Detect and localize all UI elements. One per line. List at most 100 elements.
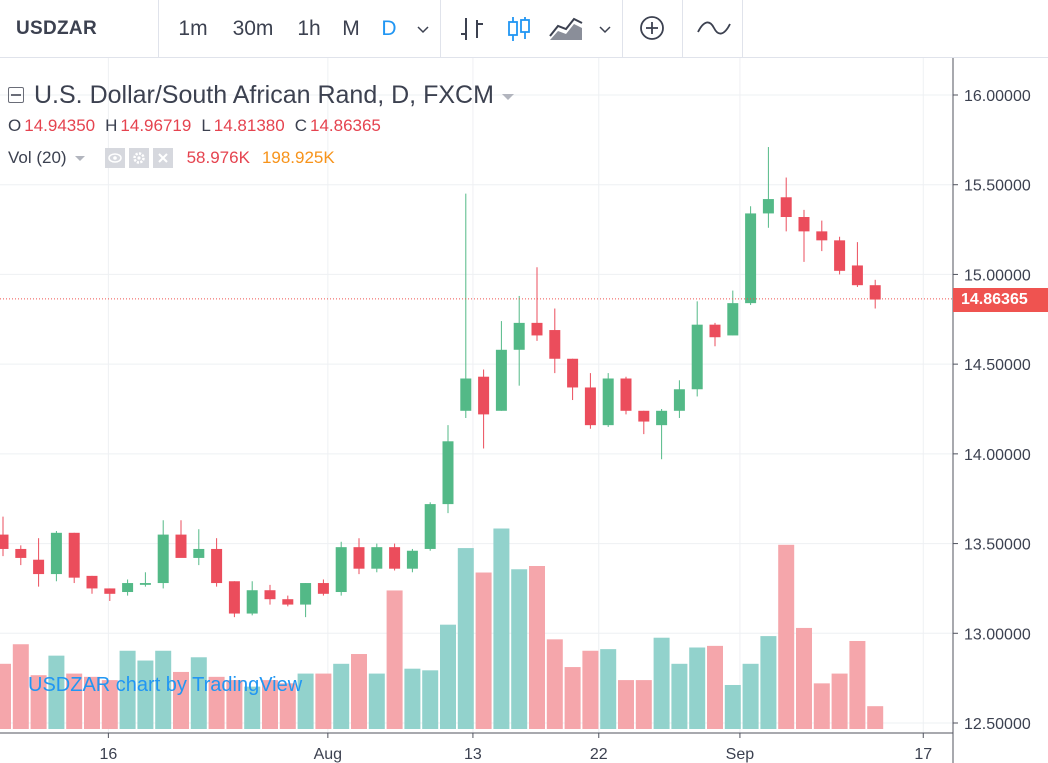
candle-body: [246, 590, 258, 614]
candle-body: [371, 547, 383, 569]
volume-bar: [30, 675, 47, 729]
volume-bar: [796, 627, 812, 729]
volume-bar: [600, 649, 617, 729]
candle-body: [68, 532, 80, 578]
candle-body: [228, 581, 240, 614]
volume-bar: [12, 644, 29, 729]
candle-body: [673, 389, 685, 411]
interval-1h-button[interactable]: 1h: [297, 17, 321, 40]
chevron-down-icon[interactable]: [594, 20, 616, 38]
area-chart-icon[interactable]: [548, 14, 584, 44]
volume-bar: [724, 684, 741, 729]
interval-1m-button[interactable]: 1m: [178, 17, 208, 40]
candle-body: [727, 303, 739, 336]
chevron-down-icon[interactable]: [412, 20, 434, 38]
candle-body: [460, 378, 472, 411]
volume-bar: [279, 683, 296, 729]
price-tick-label: 14.50000: [964, 357, 1031, 374]
candle-body: [780, 197, 792, 218]
candle-body: [851, 265, 863, 286]
tradingview-watermark-link[interactable]: USDZAR chart by TradingView: [28, 674, 303, 696]
volume-bar: [101, 680, 118, 729]
candlestick-icon[interactable]: [504, 14, 534, 44]
volume-bar: [386, 590, 403, 729]
candle-body: [0, 534, 9, 549]
close-label: C: [294, 116, 307, 135]
volume-bar: [66, 673, 83, 729]
chevron-down-icon[interactable]: [74, 155, 85, 161]
volume-bar: [262, 680, 278, 729]
volume-bar: [457, 548, 474, 729]
candle-body: [104, 588, 116, 594]
volume-bar: [155, 650, 172, 729]
candle-body: [157, 534, 169, 584]
time-tick-label: 16: [99, 746, 117, 763]
high-value: 14.96719: [120, 116, 192, 135]
volume-bar: [760, 636, 777, 729]
collapse-legend-icon[interactable]: [8, 87, 24, 103]
volume-bar: [813, 683, 830, 729]
volume-bar: [493, 528, 510, 729]
volume-ma-value: 198.925K: [261, 148, 335, 167]
volume-bar: [351, 654, 367, 729]
volume-bar: [867, 706, 884, 729]
volume-bar: [119, 650, 136, 729]
candle-body: [834, 240, 846, 271]
volume-bar: [368, 673, 385, 729]
price-tick-label: 13.00000: [964, 626, 1031, 643]
interval-d-button[interactable]: D: [381, 17, 397, 40]
volume-bar: [511, 569, 528, 729]
gear-icon[interactable]: [128, 148, 149, 168]
candle-body: [442, 441, 454, 505]
volume-bar: [475, 572, 492, 729]
time-tick-label: 22: [590, 746, 608, 763]
price-tick-label: 15.00000: [964, 267, 1031, 284]
candle-body: [300, 583, 312, 605]
volume-bar: [671, 663, 688, 729]
low-label: L: [201, 116, 211, 135]
volume-bar: [208, 676, 225, 729]
volume-bar: [297, 673, 314, 729]
candle-body: [15, 548, 27, 558]
candle-body: [406, 550, 418, 569]
candle-body: [424, 504, 436, 549]
interval-30m-button[interactable]: 30m: [232, 17, 274, 40]
candle-body: [211, 548, 223, 584]
candle-body: [549, 330, 561, 359]
volume-bar: [635, 680, 652, 729]
volume-bar: [689, 647, 706, 729]
volume-indicator-label: Vol (20): [8, 148, 67, 167]
bar-chart-icon[interactable]: [456, 14, 488, 44]
add-indicator-icon[interactable]: [638, 14, 668, 44]
interval-m-button[interactable]: M: [342, 17, 360, 40]
time-tick-label: Sep: [726, 746, 755, 763]
volume-bar: [173, 671, 189, 729]
candle-body: [869, 285, 881, 300]
volume-bar: [84, 676, 100, 729]
candle-body: [656, 410, 668, 426]
candle-body: [584, 387, 596, 426]
series-title: U.S. Dollar/South African Rand, D, FXCM: [34, 80, 494, 109]
compare-icon[interactable]: [696, 14, 732, 44]
volume-bar: [778, 544, 795, 729]
eye-icon[interactable]: [104, 148, 125, 168]
close-icon[interactable]: [152, 148, 173, 168]
close-value: 14.86365: [309, 116, 381, 135]
candle-body: [531, 322, 543, 336]
candle-body: [282, 599, 294, 605]
open-value: 14.94350: [24, 116, 96, 135]
toolbar-divider: [682, 0, 683, 58]
price-tick-label: 15.50000: [964, 178, 1031, 195]
chevron-down-icon[interactable]: [501, 94, 514, 100]
volume-bar: [546, 639, 563, 729]
axes: 16.00000 15.50000 15.00000 14.50000 14.00000…: [0, 58, 1031, 763]
chart-legend-title: U.S. Dollar/South African Rand, D, FXCM: [8, 80, 514, 110]
candle-body: [139, 583, 151, 585]
symbol-search-button[interactable]: USDZAR: [0, 0, 158, 58]
toolbar-divider: [742, 0, 743, 58]
volume-bars: [0, 528, 884, 729]
toolbar-divider: [158, 0, 159, 58]
time-tick-label: 17: [914, 746, 932, 763]
toolbar-divider: [440, 0, 441, 58]
price-chart[interactable]: 16.00000 15.50000 15.00000 14.50000 14.00000…: [0, 58, 1048, 763]
